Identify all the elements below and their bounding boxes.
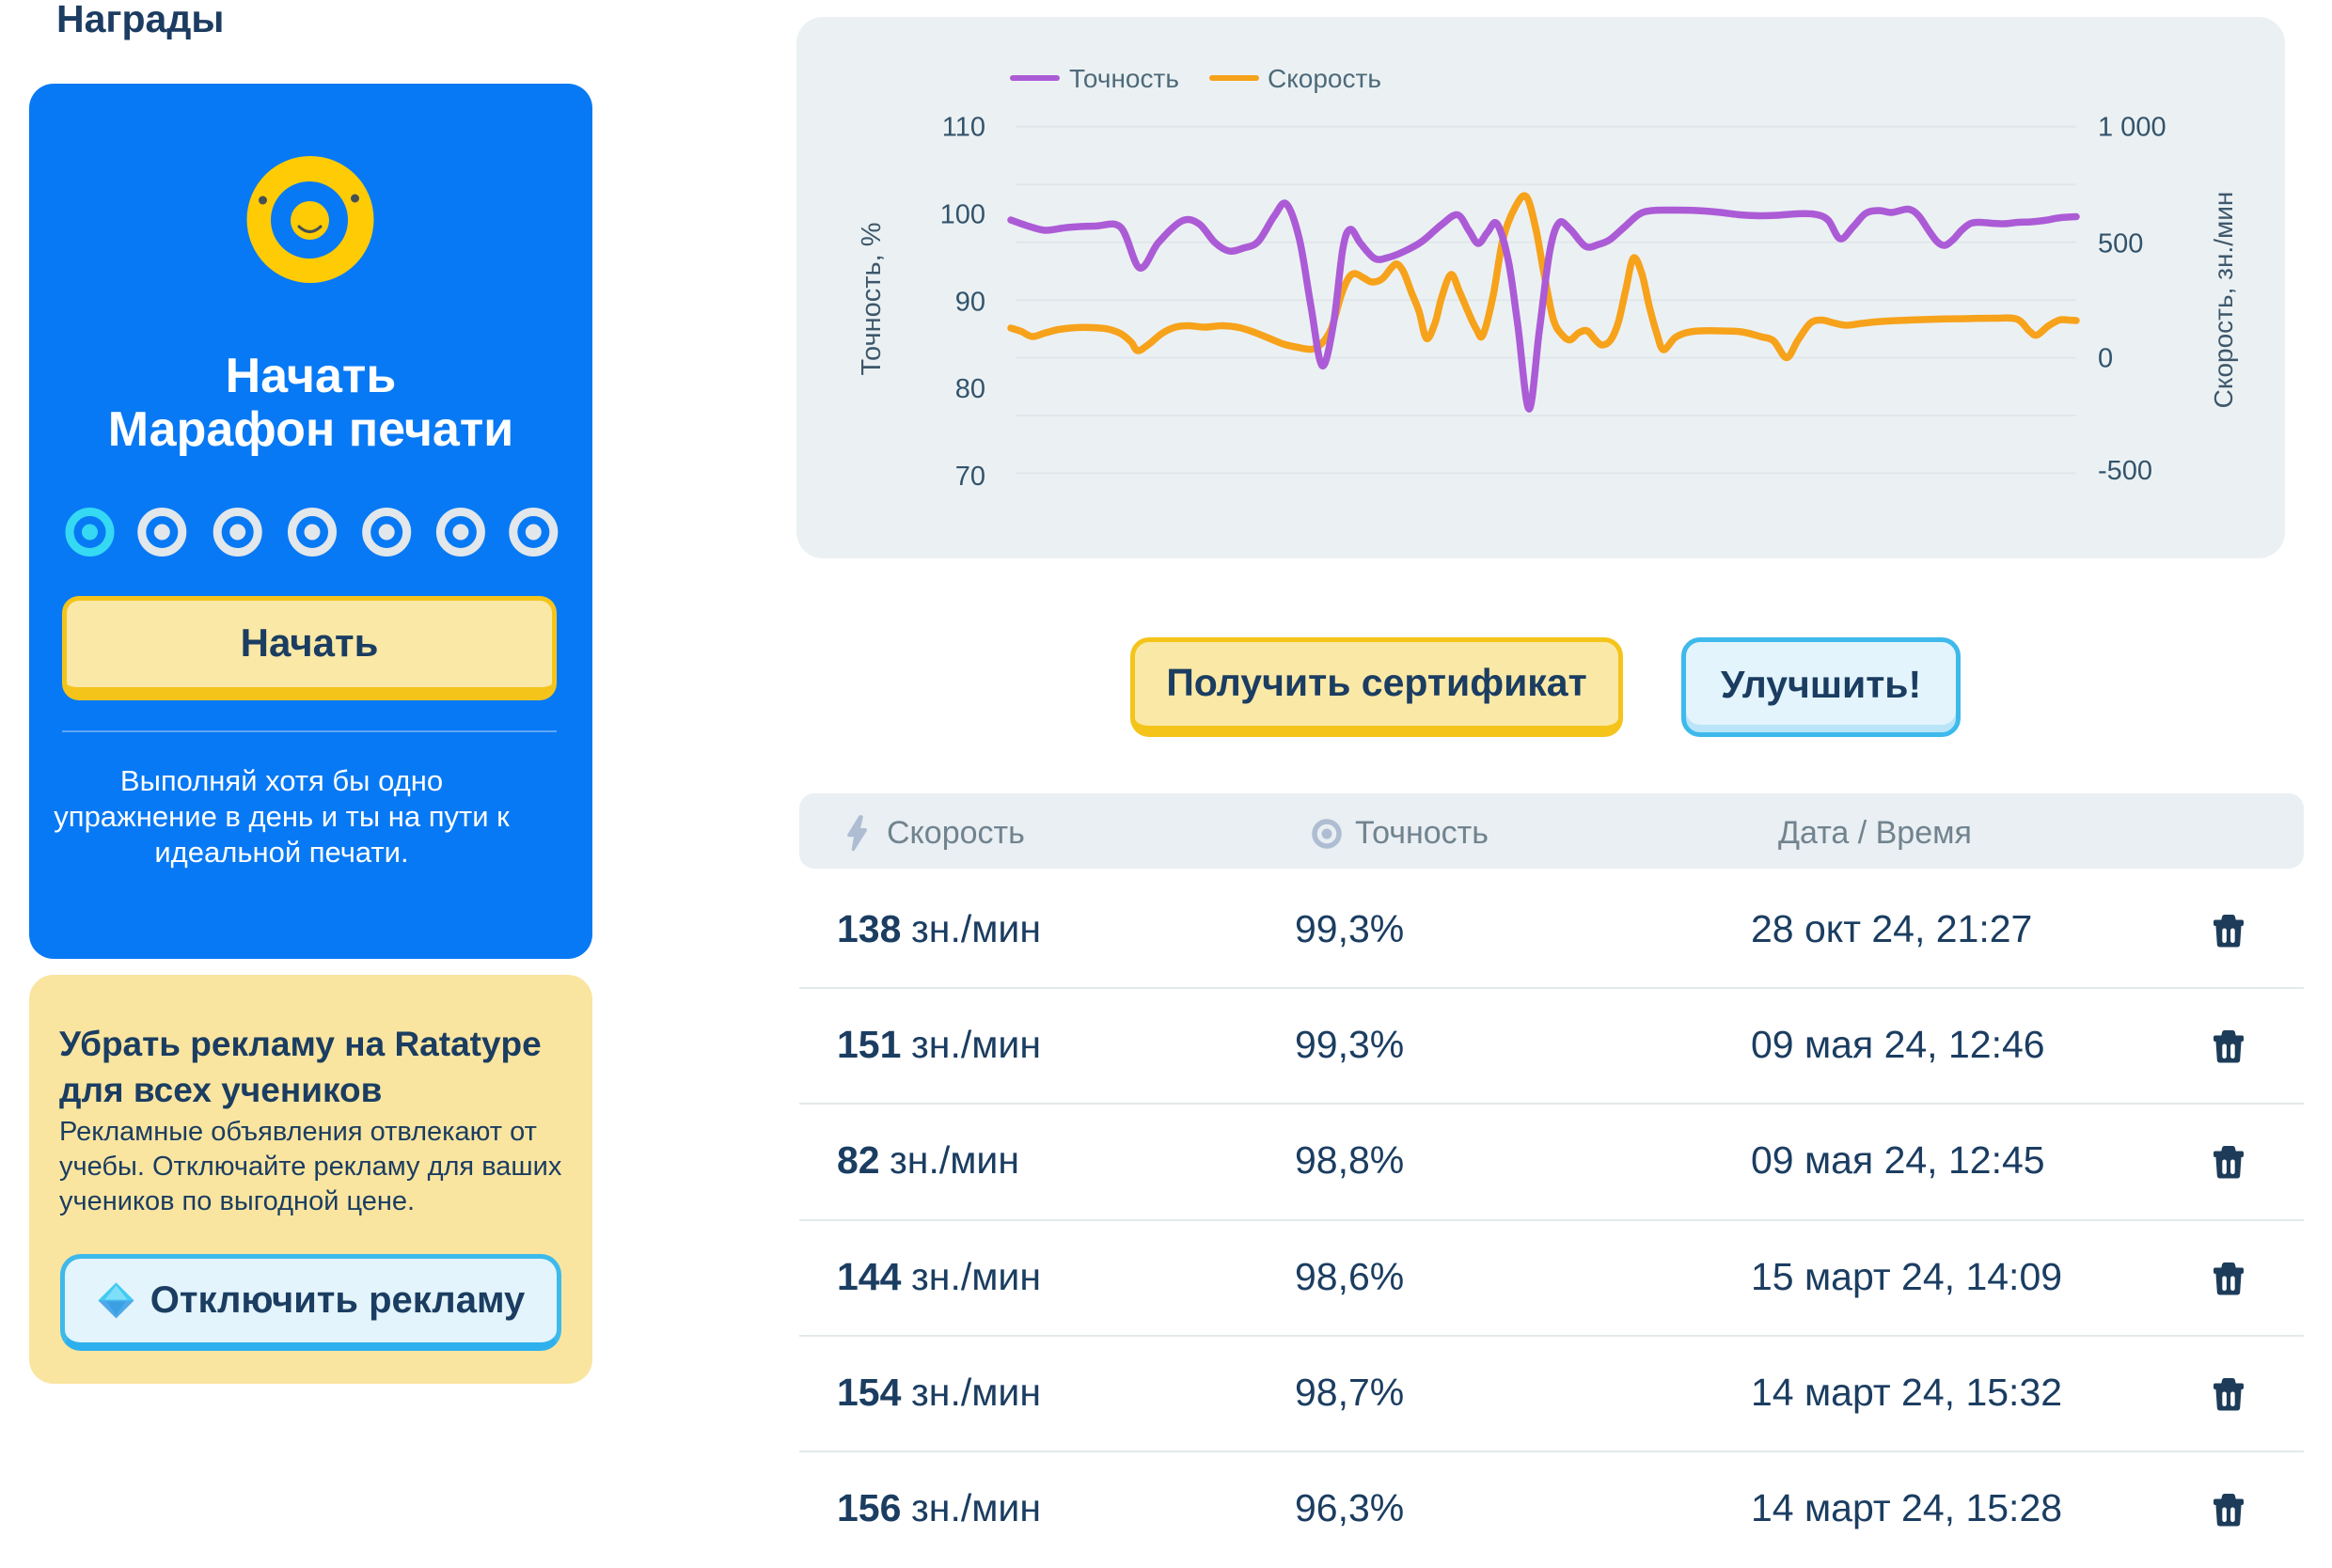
svg-text:Точность, %: Точность, % (857, 223, 887, 376)
svg-text:Скорость: Скорость (1268, 64, 1381, 93)
svg-text:70: 70 (955, 462, 985, 492)
svg-text:100: 100 (940, 200, 985, 230)
svg-text:80: 80 (955, 374, 985, 404)
svg-text:Точность: Точность (1069, 64, 1179, 93)
svg-text:110: 110 (942, 113, 985, 143)
svg-text:1 000: 1 000 (2098, 112, 2167, 142)
svg-text:Скорость, зн./мин: Скорость, зн./мин (2209, 192, 2238, 409)
svg-text:-500: -500 (2098, 456, 2152, 486)
svg-text:500: 500 (2098, 229, 2143, 259)
svg-text:90: 90 (955, 287, 985, 317)
svg-text:0: 0 (2098, 344, 2113, 374)
